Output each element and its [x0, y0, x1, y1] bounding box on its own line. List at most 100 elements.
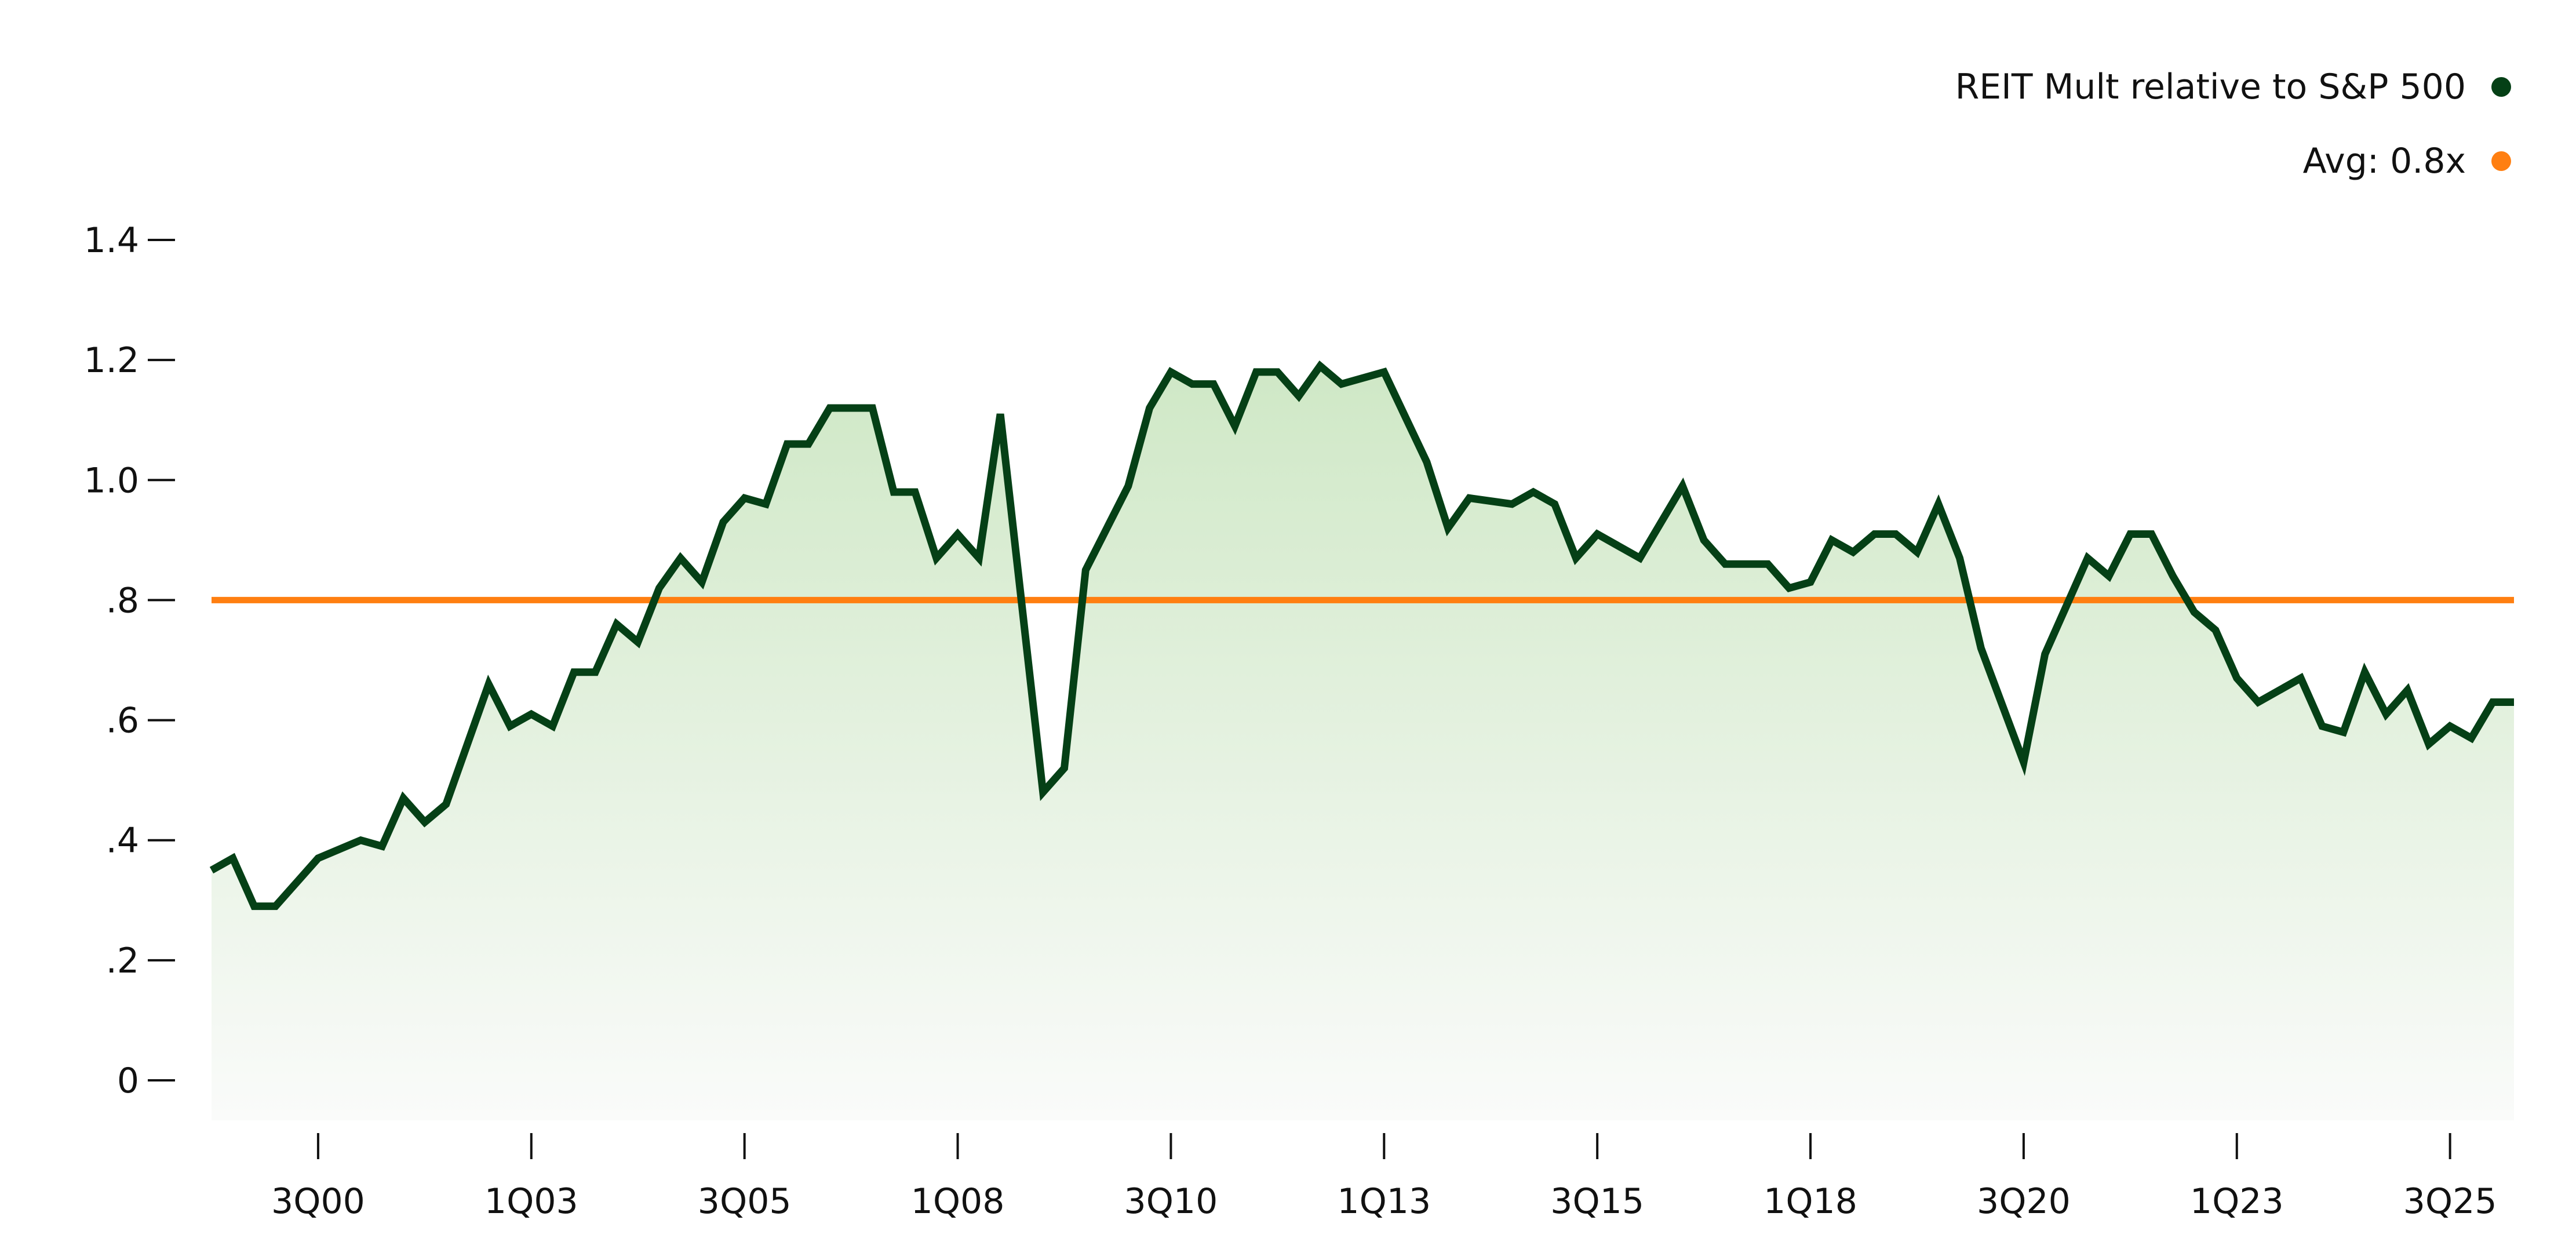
data-point: [1192, 384, 1193, 385]
data-point: [1469, 497, 1470, 498]
y-axis: 1.4 1.2 1.0 .8 .6 .4 .2 0: [84, 220, 175, 1101]
data-point: [1853, 552, 1854, 553]
x-tick-label: 3Q05: [698, 1181, 792, 1222]
y-tick-label: .2: [106, 941, 139, 981]
data-point: [1916, 552, 1918, 553]
data-point: [1682, 486, 1683, 487]
data-point: [2492, 702, 2493, 703]
data-point: [2045, 654, 2046, 655]
data-point: [1063, 767, 1065, 769]
data-point: [1703, 540, 1704, 541]
data-point: [1043, 792, 1044, 793]
data-point: [488, 683, 489, 684]
data-point: [1533, 491, 1534, 493]
data-point: [424, 822, 425, 823]
data-point: [978, 558, 979, 559]
data-point: [1788, 588, 1790, 589]
data-point: [254, 906, 255, 907]
data-point: [1725, 563, 1726, 565]
data-point: [893, 491, 894, 493]
data-point: [2364, 672, 2365, 673]
data-point: [1234, 425, 1236, 427]
data-point: [1831, 540, 1832, 541]
data-point: [2130, 534, 2131, 535]
data-point: [2258, 702, 2259, 703]
x-tick-label: 3Q00: [271, 1181, 365, 1222]
data-point: [1874, 534, 1875, 535]
x-tick-label: 3Q15: [1550, 1181, 1644, 1222]
data-point: [616, 624, 617, 625]
data-point: [1426, 461, 1427, 463]
data-point: [2194, 611, 2195, 613]
data-point: [1959, 558, 1961, 559]
series-line-reit-mult: [209, 360, 2514, 911]
data-point: [2385, 713, 2386, 715]
data-point: [2407, 690, 2408, 691]
data-point: [765, 504, 766, 505]
data-point: [936, 558, 937, 559]
data-point: [403, 797, 404, 799]
data-point: [1149, 407, 1150, 409]
data-point: [723, 522, 724, 523]
data-point: [2300, 678, 2301, 679]
y-tick-label: .8: [106, 580, 139, 621]
data-point: [1256, 372, 1257, 373]
x-tick-label: 1Q13: [1337, 1181, 1431, 1222]
data-point: [2450, 726, 2451, 727]
data-point: [1000, 413, 1001, 414]
y-tick-label: 0: [117, 1061, 139, 1101]
data-point: [637, 642, 639, 643]
data-point: [211, 870, 212, 871]
data-point: [2471, 738, 2472, 739]
data-point: [914, 491, 916, 493]
data-point: [275, 906, 276, 907]
data-point: [1320, 366, 1321, 367]
legend-dot-avg: [2491, 151, 2511, 171]
legend-dot-reit-mult: [2491, 77, 2511, 97]
x-tick-label: 1Q03: [484, 1181, 578, 1222]
data-point: [360, 840, 362, 841]
data-point: [1170, 372, 1171, 373]
data-point: [808, 443, 809, 445]
data-point: [2236, 678, 2238, 679]
data-point: [232, 858, 234, 859]
data-point: [2215, 629, 2216, 631]
legend-label-reit-mult: REIT Mult relative to S&P 500: [1955, 67, 2466, 107]
data-point: [659, 588, 660, 589]
data-point: [1277, 372, 1278, 373]
x-axis: 3Q00 1Q03 3Q05 1Q08 3Q10 1Q13 3Q15 1Q18 3Q20 1Q23…: [271, 1133, 2497, 1222]
data-point: [2322, 726, 2323, 727]
data-point: [1980, 647, 1981, 649]
legend: REIT Mult relative to S&P 500 Avg: 0.8x: [1955, 67, 2511, 181]
data-point: [573, 672, 574, 673]
y-tick-label: 1.0: [84, 460, 139, 501]
data-point: [531, 713, 532, 715]
data-point: [552, 726, 553, 727]
data-point: [1341, 384, 1342, 385]
data-point: [2428, 744, 2429, 745]
y-tick-label: 1.4: [84, 220, 139, 261]
data-point: [1448, 527, 1449, 529]
data-point: [1767, 563, 1768, 565]
data-point: [2343, 731, 2344, 733]
y-tick-label: .4: [106, 821, 139, 861]
data-point: [1383, 372, 1384, 373]
data-point: [1128, 486, 1129, 487]
y-tick-label: 1.2: [84, 340, 139, 381]
data-point: [1895, 534, 1896, 535]
data-point: [744, 497, 745, 498]
data-point: [509, 726, 511, 727]
x-tick-label: 3Q25: [2403, 1181, 2497, 1222]
data-point: [1213, 384, 1214, 385]
data-point: [1511, 504, 1513, 505]
data-point: [1810, 581, 1811, 582]
data-point: [701, 581, 702, 582]
legend-label-avg: Avg: 0.8x: [2303, 141, 2466, 181]
data-point: [2513, 702, 2515, 703]
data-point: [1085, 570, 1086, 571]
data-point: [318, 858, 319, 859]
data-point: [2087, 558, 2088, 559]
data-point: [680, 558, 681, 559]
x-tick-label: 3Q10: [1124, 1181, 1218, 1222]
